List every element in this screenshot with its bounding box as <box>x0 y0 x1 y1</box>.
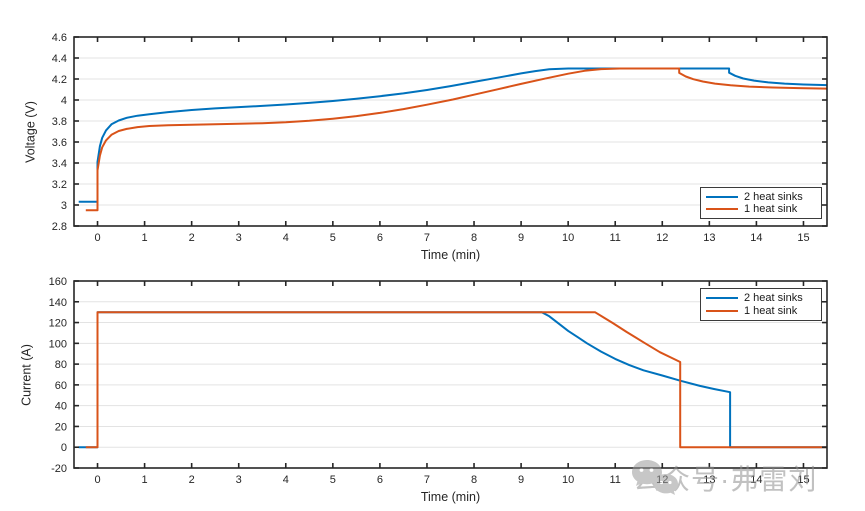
x-tick-label: 3 <box>236 232 242 244</box>
series-1-heat-sink <box>85 67 828 212</box>
y-tick-label: 4.4 <box>52 53 67 65</box>
x-tick-label: 6 <box>377 232 383 244</box>
legend-label: 2 heat sinks <box>744 190 803 203</box>
y-tick-label: 3.2 <box>52 179 67 191</box>
y-tick-label: 20 <box>55 421 67 433</box>
y-tick-label: 4.6 <box>52 32 67 44</box>
x-tick-label: 6 <box>377 474 383 486</box>
y-tick-label: 3.4 <box>52 158 67 170</box>
x-tick-label: 10 <box>562 232 574 244</box>
x-tick-label: 12 <box>656 232 668 244</box>
x-tick-label: 10 <box>562 474 574 486</box>
x-tick-label: 13 <box>703 474 715 486</box>
voltage-axis-label: Voltage (V) <box>23 101 38 163</box>
x-tick-label: 5 <box>330 474 336 486</box>
y-tick-label: -20 <box>51 463 67 475</box>
legend-voltage: 2 heat sinks 1 heat sink <box>700 187 822 219</box>
legend-item: 1 heat sink <box>706 203 816 215</box>
x-tick-label: 14 <box>750 474 762 486</box>
x-tick-label: 15 <box>797 232 809 244</box>
current-chart: 0 1 2 3 4 5 6 7 8 9 10 11 12 13 14 15-20020406080100120… <box>49 276 828 486</box>
legend-item: 1 heat sink <box>706 305 816 317</box>
x-tick-label: 3 <box>236 474 242 486</box>
x-tick-label: 1 <box>142 232 148 244</box>
x-tick-label: 11 <box>610 232 621 244</box>
legend-label: 2 heat sinks <box>744 292 803 304</box>
legend-item: 2 heat sinks <box>706 292 816 304</box>
time-axis-label-top: Time (min) <box>420 248 481 262</box>
time-axis-label-bottom: Time (min) <box>420 490 481 504</box>
legend-label: 1 heat sink <box>744 305 798 317</box>
y-tick-label: 100 <box>49 338 67 350</box>
x-tick-label: 2 <box>189 232 195 244</box>
x-tick-label: 4 <box>283 232 289 244</box>
series-2-heat-sinks <box>78 311 827 449</box>
legend-line-sample <box>706 310 738 312</box>
x-tick-label: 0 <box>94 474 100 486</box>
y-tick-label: 3.8 <box>52 116 67 128</box>
x-tick-label: 7 <box>424 232 430 244</box>
x-tick-label: 4 <box>283 474 289 486</box>
x-tick-label: 1 <box>142 474 148 486</box>
y-tick-label: 120 <box>49 318 67 330</box>
y-tick-label: 3.6 <box>52 137 67 149</box>
series-1-heat-sink <box>85 311 827 449</box>
x-tick-label: 0 <box>94 232 100 244</box>
y-tick-label: 40 <box>55 401 67 413</box>
voltage-chart: 0 1 2 3 4 5 6 7 8 9 10 11 12 13 14 152.833.23.43.63.844… <box>52 32 828 244</box>
y-tick-label: 4.2 <box>52 74 67 86</box>
x-tick-label: 8 <box>471 474 477 486</box>
legend-label: 1 heat sink <box>744 203 798 216</box>
x-tick-label: 9 <box>518 474 524 486</box>
legend-current: 2 heat sinks 1 heat sink <box>700 288 822 321</box>
plot-box <box>73 36 828 227</box>
series-2-heat-sinks <box>78 67 828 203</box>
legend-line-sample <box>706 208 738 211</box>
x-tick-label: 11 <box>610 474 621 486</box>
legend-line-sample <box>706 297 738 299</box>
plot-box <box>73 280 828 469</box>
y-tick-label: 0 <box>61 442 67 454</box>
x-tick-label: 9 <box>518 232 524 244</box>
y-tick-label: 140 <box>49 297 67 309</box>
y-tick-label: 160 <box>49 276 67 288</box>
y-tick-label: 60 <box>55 380 67 392</box>
current-axis-label: Current (A) <box>19 344 34 406</box>
x-tick-label: 14 <box>750 232 762 244</box>
y-tick-label: 80 <box>55 359 67 371</box>
x-tick-label: 8 <box>471 232 477 244</box>
x-tick-label: 12 <box>656 474 668 486</box>
legend-line-sample <box>706 195 738 198</box>
y-tick-label: 4 <box>61 95 67 107</box>
y-tick-label: 2.8 <box>52 221 67 233</box>
x-tick-label: 5 <box>330 232 336 244</box>
y-tick-label: 3 <box>61 200 67 212</box>
x-tick-label: 2 <box>189 474 195 486</box>
x-tick-label: 13 <box>703 232 715 244</box>
legend-item: 2 heat sinks <box>706 191 816 203</box>
x-tick-label: 7 <box>424 474 430 486</box>
x-tick-label: 15 <box>797 474 809 486</box>
